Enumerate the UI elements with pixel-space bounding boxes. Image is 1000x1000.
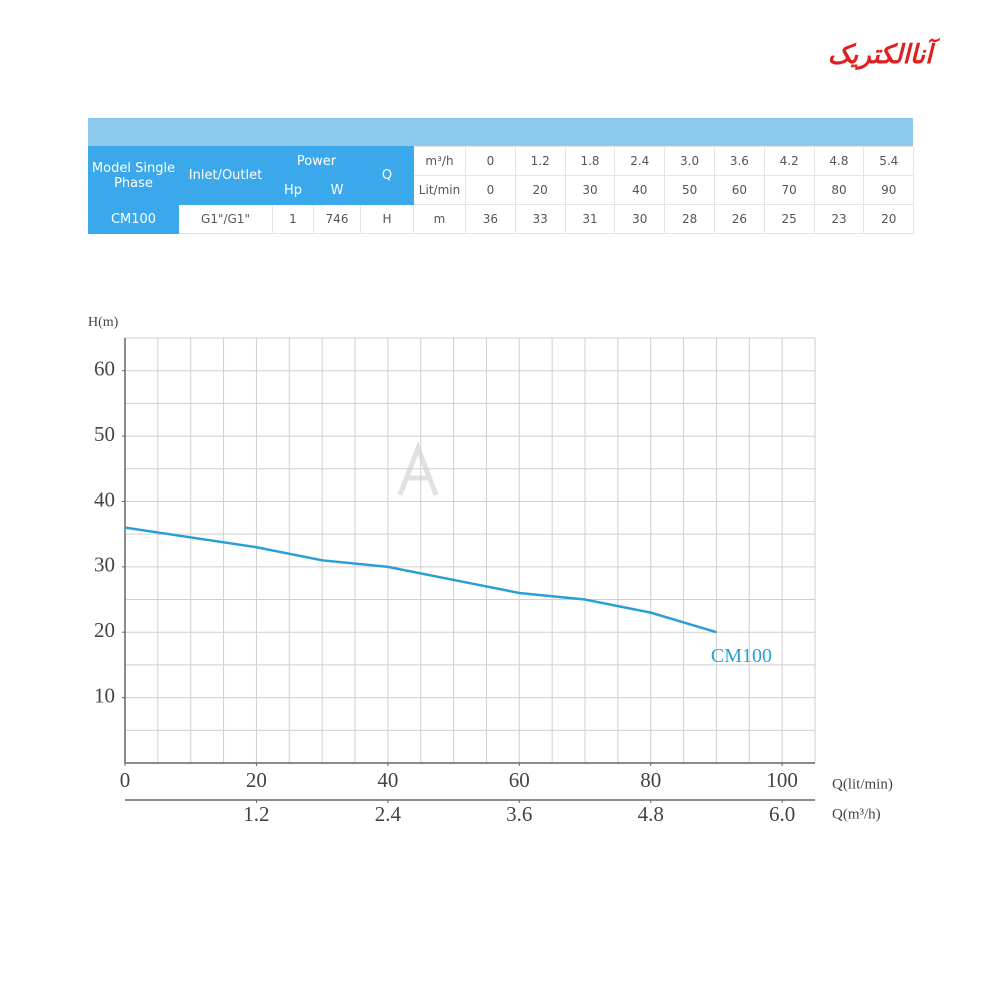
- cell: Q: [360, 146, 414, 205]
- y-tick-label: 30: [94, 553, 115, 577]
- cell: 5.4: [863, 146, 915, 176]
- cell: 1.8: [564, 146, 616, 176]
- cell: 60: [713, 175, 765, 205]
- cell: W: [313, 175, 361, 205]
- cell: 2.4: [614, 146, 666, 176]
- cell: 50: [664, 175, 715, 205]
- logo: آناالکتریک: [827, 40, 933, 70]
- x-tick-label: 60: [509, 768, 530, 792]
- x-tick-label: 0: [120, 768, 131, 792]
- watermark: [397, 441, 439, 496]
- x2-tick-label: 1.2: [243, 802, 269, 826]
- cell: 40: [614, 175, 666, 205]
- cell: CM100: [88, 204, 179, 234]
- cell: 70: [763, 175, 815, 205]
- cell: 33: [514, 204, 566, 234]
- cell: G1"/G1": [178, 204, 273, 234]
- x2-tick-label: 3.6: [506, 802, 532, 826]
- x2-axis-label: Q(m³/h): [832, 806, 881, 822]
- y-tick-label: 20: [94, 618, 115, 642]
- x-axis-label: Q(lit/min): [832, 776, 893, 792]
- cell: 0: [465, 175, 516, 205]
- spec-table: Model Single Phase Inlet/Outlet Power Q …: [88, 146, 915, 234]
- cell: 3.6: [713, 146, 765, 176]
- cell: 28: [664, 204, 715, 234]
- cell: 4.8: [813, 146, 865, 176]
- cell: Model Single Phase: [88, 146, 179, 205]
- cell: 3.0: [664, 146, 715, 176]
- cell: 31: [564, 204, 616, 234]
- cell: Hp: [272, 175, 314, 205]
- x2-tick-label: 2.4: [375, 802, 402, 826]
- y-tick-label: 40: [94, 487, 115, 511]
- cell: 36: [465, 204, 516, 234]
- cell: 25: [763, 204, 815, 234]
- x-tick-label: 100: [766, 768, 798, 792]
- x-tick-label: 40: [377, 768, 398, 792]
- cell: m: [413, 204, 466, 234]
- cell: 20: [514, 175, 566, 205]
- cell: 90: [863, 175, 915, 205]
- y-tick-label: 10: [94, 683, 115, 707]
- x2-tick-label: 4.8: [638, 802, 664, 826]
- y-tick-label: 50: [94, 422, 115, 446]
- cell: Inlet/Outlet: [178, 146, 273, 205]
- cell: 1: [272, 204, 314, 234]
- cell: H: [360, 204, 414, 234]
- y-tick-label: 60: [94, 357, 115, 381]
- cell: m³/h: [413, 146, 466, 176]
- cell: 26: [713, 204, 765, 234]
- cell: Lit/min: [413, 175, 466, 205]
- series-label: CM100: [711, 645, 772, 667]
- cell: 1.2: [514, 146, 566, 176]
- table-band: [88, 118, 913, 146]
- x-tick-label: 20: [246, 768, 267, 792]
- cell: 0: [465, 146, 516, 176]
- cell: 23: [813, 204, 865, 234]
- line: [124, 526, 717, 634]
- cell: 20: [863, 204, 915, 234]
- x2-tick-label: 6.0: [769, 802, 795, 826]
- cell: 30: [564, 175, 616, 205]
- x-tick-label: 80: [640, 768, 661, 792]
- y-axis-label: H(m): [88, 315, 119, 330]
- cell: Power: [272, 146, 361, 176]
- cell: 4.2: [763, 146, 815, 176]
- cell: 30: [614, 204, 666, 234]
- cell: 746: [313, 204, 361, 234]
- cell: 80: [813, 175, 865, 205]
